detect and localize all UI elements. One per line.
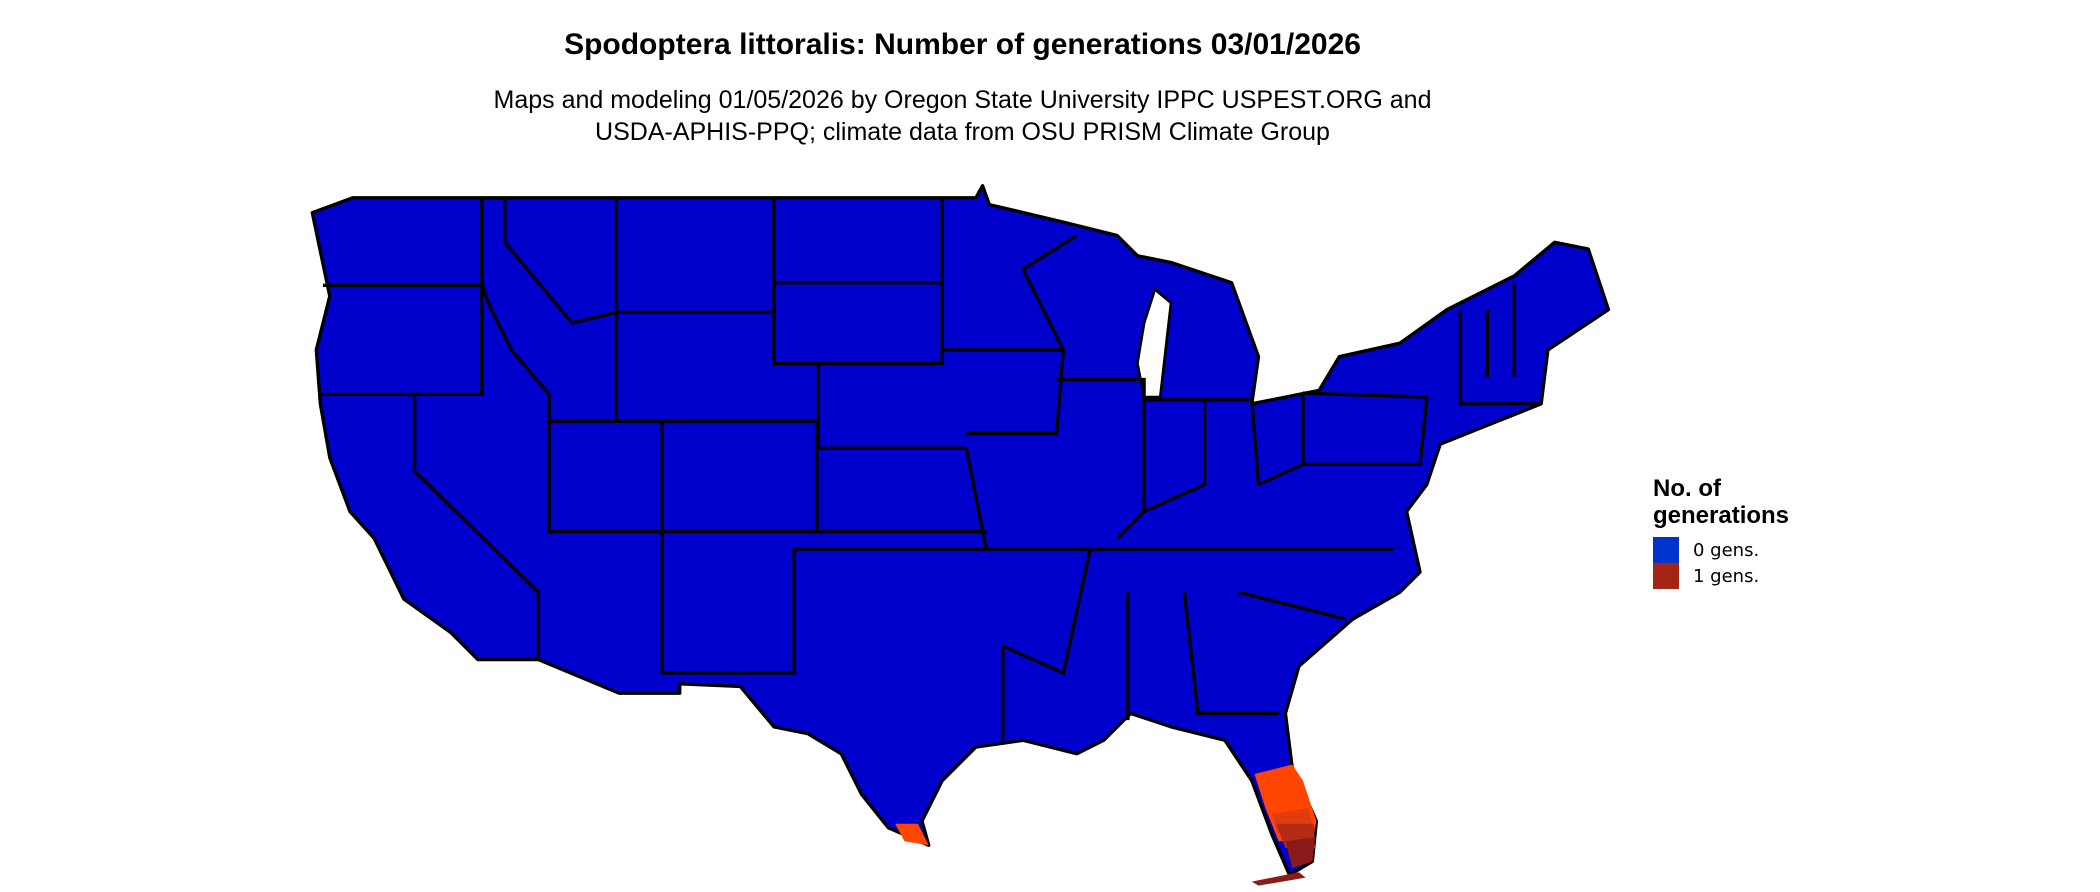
map-title: Spodoptera littoralis: Number of generat… <box>564 28 1361 61</box>
legend-label: 0 gens. <box>1693 539 1760 561</box>
lake-michigan <box>1136 287 1173 399</box>
florida-dark-red-area <box>1285 837 1316 869</box>
state-borders <box>320 197 1542 741</box>
legend-swatch-blue <box>1653 537 1679 563</box>
florida-keys <box>1251 872 1306 886</box>
legend: No. of generations 0 gens. 1 gens. <box>1653 475 1789 589</box>
legend-item-0-gens: 0 gens. <box>1653 537 1789 563</box>
legend-item-1-gens: 1 gens. <box>1653 563 1789 589</box>
legend-swatch-red <box>1653 563 1679 589</box>
legend-title-line-2: generations <box>1653 502 1790 529</box>
subtitle-line-1: Maps and modeling 01/05/2026 by Oregon S… <box>493 86 1432 114</box>
subtitle-line-2: USDA-APHIS-PPQ; climate data from OSU PR… <box>595 118 1330 146</box>
map-subtitle: Maps and modeling 01/05/2026 by Oregon S… <box>0 84 1925 148</box>
texas-tip-orange-area <box>895 823 929 846</box>
legend-title-line-1: No. of <box>1653 475 1721 502</box>
partial-generation-areas <box>895 764 1317 886</box>
legend-label: 1 gens. <box>1693 565 1760 587</box>
